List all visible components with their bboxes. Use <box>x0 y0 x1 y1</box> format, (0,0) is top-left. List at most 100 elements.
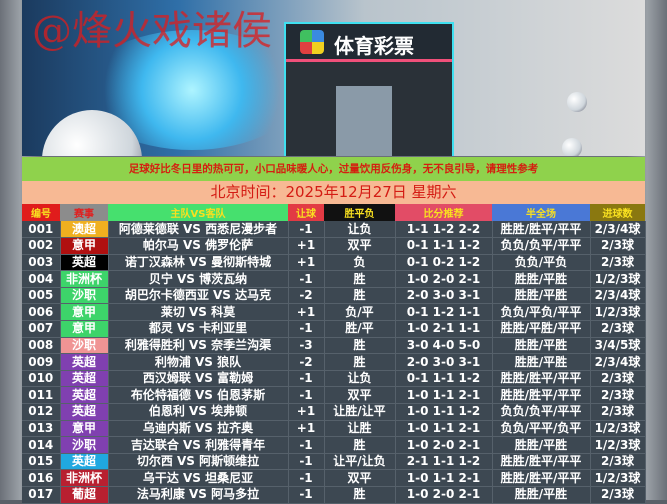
cell-match: 法马利康 VS 阿马多拉 <box>108 486 289 504</box>
cell-number: 010 <box>22 370 61 388</box>
cell-handicap: -1 <box>288 386 325 405</box>
table-row: 008 沙职 利雅得胜利 VS 奈季兰沟渠 -3 胜 3-0 4-0 5-0 胜胜/平胜 3/… <box>22 337 646 355</box>
cell-goals: 1/2/3球 <box>590 303 646 322</box>
cell-goals: 3/4/5球 <box>590 337 646 355</box>
cell-match: 帕尔马 VS 佛罗伦萨 <box>108 237 289 255</box>
table-row: 010 英超 西汉姆联 VS 富勒姆 -1 让负 0-1 1-1 1-2 胜胜/胜平/平平 2… <box>22 370 646 388</box>
cell-match: 乌干达 VS 坦桑尼亚 <box>108 469 289 487</box>
cell-number: 002 <box>22 237 61 255</box>
store-door <box>334 84 394 156</box>
cell-half-full: 胜胜/胜平/平平 <box>492 370 591 388</box>
cell-scores: 3-0 4-0 5-0 <box>395 337 493 355</box>
table-row: 005 沙职 胡巴尔卡德西亚 VS 达马克 -2 胜 2-0 3-0 3-1 胜胜/平胜 2/… <box>22 287 646 305</box>
cell-half-full: 负负/平负 <box>492 254 591 272</box>
cell-result: 让平/让负 <box>324 453 396 471</box>
cell-scores: 1-0 2-0 2-1 <box>395 436 493 454</box>
table-row: 003 英超 诺丁汉森林 VS 曼彻斯特城 +1 负 0-1 0-2 1-2 负负/平负 2/… <box>22 254 646 272</box>
cell-scores: 1-0 2-1 1-1 <box>395 320 493 338</box>
cell-number: 016 <box>22 469 61 487</box>
league-badge: 意甲 <box>60 303 109 322</box>
cell-match: 阿德莱德联 VS 西悉尼漫步者 <box>108 221 289 239</box>
cell-half-full: 胜胜/胜平/平平 <box>492 469 591 487</box>
cell-result: 负 <box>324 254 396 272</box>
cell-result: 胜 <box>324 337 396 355</box>
cell-scores: 0-1 0-2 1-2 <box>395 254 493 272</box>
cell-handicap: -1 <box>288 469 325 487</box>
cell-result: 胜 <box>324 486 396 504</box>
cell-goals: 1/2/3球 <box>590 420 646 438</box>
cell-handicap: +1 <box>288 403 325 421</box>
cell-goals: 2/3球 <box>590 453 646 471</box>
league-badge: 澳超 <box>60 221 109 239</box>
league-badge: 英超 <box>60 254 109 272</box>
cell-handicap: -1 <box>288 221 325 239</box>
cell-half-full: 胜胜/平胜 <box>492 486 591 504</box>
cell-handicap: -1 <box>288 436 325 454</box>
cell-number: 001 <box>22 221 61 239</box>
cell-result: 双平 <box>324 237 396 255</box>
cell-scores: 0-1 1-2 1-1 <box>395 303 493 322</box>
cell-match: 西汉姆联 VS 富勒姆 <box>108 370 289 388</box>
cell-scores: 0-1 1-1 1-2 <box>395 370 493 388</box>
cell-match: 乌迪内斯 VS 拉齐奥 <box>108 420 289 438</box>
cell-match: 布伦特福德 VS 伯恩茅斯 <box>108 386 289 405</box>
cell-number: 009 <box>22 353 61 371</box>
table-header: 编号 赛事 主队VS客队 让球 胜平负 比分推荐 半全场 进球数 <box>22 204 645 221</box>
cell-match: 吉达联合 VS 利雅得青年 <box>108 436 289 454</box>
cell-goals: 2/3球 <box>590 370 646 388</box>
cell-scores: 1-0 1-1 1-2 <box>395 403 493 421</box>
cell-handicap: +1 <box>288 254 325 272</box>
cell-number: 012 <box>22 403 61 421</box>
league-badge: 沙职 <box>60 337 109 355</box>
header-col-league: 赛事 <box>60 204 108 221</box>
cell-goals: 2/3球 <box>590 254 646 272</box>
cell-number: 004 <box>22 270 61 288</box>
lottery-logo-icon <box>300 30 324 54</box>
cell-result: 胜 <box>324 287 396 305</box>
cell-scores: 1-0 1-1 2-1 <box>395 420 493 438</box>
cell-match: 莱切 VS 科莫 <box>108 303 289 322</box>
league-badge: 非洲杯 <box>60 270 109 288</box>
cell-result: 让胜/让平 <box>324 403 396 421</box>
cell-number: 003 <box>22 254 61 272</box>
cell-scores: 1-0 2-0 2-1 <box>395 486 493 504</box>
cell-result: 双平 <box>324 386 396 405</box>
cell-match: 都灵 VS 卡利亚里 <box>108 320 289 338</box>
cell-number: 013 <box>22 420 61 438</box>
cell-number: 005 <box>22 287 61 305</box>
cell-half-full: 胜胜/平胜 <box>492 353 591 371</box>
cell-half-full: 负负/平平/负平 <box>492 420 591 438</box>
table-row: 002 意甲 帕尔马 VS 佛罗伦萨 +1 双平 0-1 1-1 1-2 负负/负平/平平 2… <box>22 237 646 255</box>
cell-goals: 2/3球 <box>590 320 646 338</box>
football-icon <box>562 138 582 156</box>
league-badge: 英超 <box>60 353 109 371</box>
header-col-half-full: 半全场 <box>492 204 590 221</box>
table-row: 006 意甲 莱切 VS 科莫 +1 负/平 0-1 1-2 1-1 负负/平负/平平 1/2… <box>22 303 646 322</box>
cell-goals: 2/3/4球 <box>590 221 646 239</box>
league-badge: 英超 <box>60 403 109 421</box>
cell-goals: 2/3/4球 <box>590 287 646 305</box>
table-row: 017 葡超 法马利康 VS 阿马多拉 -1 胜 1-0 2-0 2-1 胜胜/平胜 2/3球 <box>22 486 646 504</box>
cell-number: 006 <box>22 303 61 322</box>
league-badge: 沙职 <box>60 436 109 454</box>
league-badge: 沙职 <box>60 287 109 305</box>
cell-handicap: -2 <box>288 353 325 371</box>
cell-goals: 2/3球 <box>590 486 646 504</box>
table-row: 012 英超 伯恩利 VS 埃弗顿 +1 让胜/让平 1-0 1-1 1-2 负负/负平/平… <box>22 403 646 421</box>
banner-image: 体育彩票 @烽火戏诸侯 <box>22 0 645 156</box>
cell-scores: 1-1 1-2 2-2 <box>395 221 493 239</box>
cell-handicap: +1 <box>288 237 325 255</box>
cell-scores: 2-0 3-0 3-1 <box>395 353 493 371</box>
notice-bar: 足球好比冬日里的热可可，小口品味暖人心，过量饮用反伤身，无不良引导，请理性参考 <box>22 157 645 181</box>
cell-goals: 2/3球 <box>590 386 646 405</box>
cell-half-full: 负负/负平/平平 <box>492 237 591 255</box>
cell-goals: 2/3球 <box>590 403 646 421</box>
cell-match: 诺丁汉森林 VS 曼彻斯特城 <box>108 254 289 272</box>
table-row: 009 英超 利物浦 VS 狼队 -2 胜 2-0 3-0 3-1 胜胜/平胜 2/3/4球 <box>22 353 646 371</box>
cell-goals: 1/2/3球 <box>590 270 646 288</box>
cell-handicap: -1 <box>288 370 325 388</box>
cell-number: 008 <box>22 337 61 355</box>
cell-number: 017 <box>22 486 61 504</box>
cell-handicap: -1 <box>288 320 325 338</box>
cell-half-full: 胜胜/平胜 <box>492 270 591 288</box>
